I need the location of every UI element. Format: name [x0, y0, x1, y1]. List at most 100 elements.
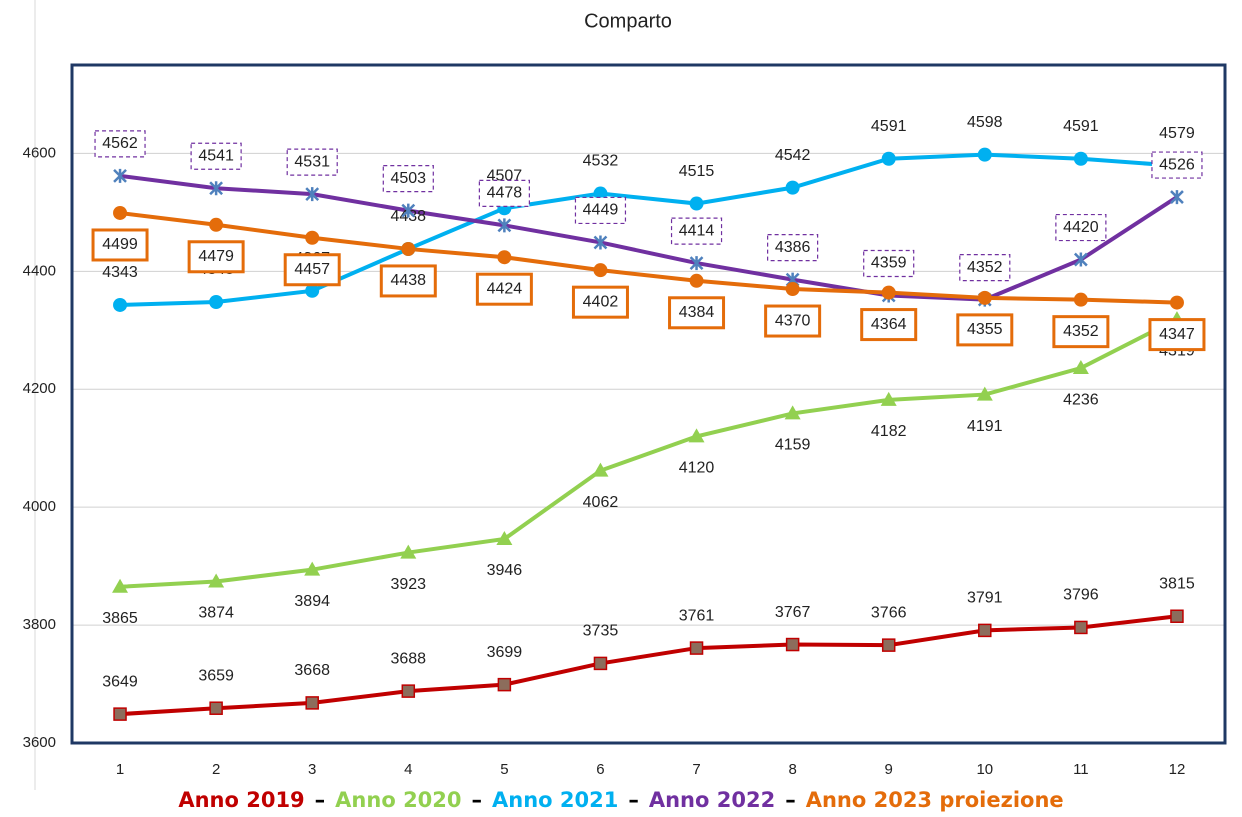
marker [881, 151, 896, 166]
legend-separator: – [785, 788, 796, 812]
data-label: 4364 [871, 316, 907, 333]
x-tick-label: 6 [596, 761, 604, 778]
marker [977, 290, 992, 305]
marker [688, 428, 705, 443]
x-tick-label: 2 [212, 761, 220, 778]
data-label: 4478 [487, 185, 523, 202]
x-tick-label: 1 [116, 761, 124, 778]
data-label: 4352 [967, 259, 1003, 276]
marker [785, 282, 800, 297]
data-label: 4515 [679, 163, 715, 180]
label-box [475, 272, 533, 306]
marker [497, 250, 512, 265]
label-box [1055, 213, 1107, 242]
data-label: 4438 [390, 272, 426, 289]
marker [593, 235, 608, 250]
data-label: 4191 [967, 418, 1003, 435]
marker [400, 544, 417, 559]
label-box [668, 296, 726, 330]
marker [113, 205, 128, 220]
data-label: 3688 [390, 650, 426, 667]
label-box [478, 179, 530, 207]
label-box [863, 249, 915, 278]
marker [497, 218, 512, 233]
marker [881, 638, 896, 652]
label-box [959, 254, 1011, 282]
x-tick-label: 5 [500, 761, 508, 778]
label-box [571, 285, 629, 319]
marker [1169, 295, 1184, 310]
label-box [956, 313, 1014, 347]
series-line [119, 210, 1178, 305]
label-box [1148, 318, 1206, 352]
data-label: 3923 [390, 576, 426, 593]
legend-separator: – [471, 788, 483, 812]
data-label: 4424 [487, 280, 523, 297]
series-line [119, 173, 1179, 302]
data-label: 3894 [294, 593, 330, 610]
marker [592, 462, 609, 477]
data-label: 4352 [1063, 323, 1099, 340]
data-label: 3767 [775, 604, 811, 621]
marker [1073, 151, 1088, 166]
data-label: 3649 [102, 673, 138, 690]
data-label: 4359 [871, 255, 907, 272]
data-label: 3735 [583, 623, 619, 640]
data-label: 3668 [294, 662, 330, 679]
label-box [1052, 315, 1110, 349]
data-label: 3761 [679, 607, 715, 624]
marker [209, 181, 224, 196]
label-box [670, 217, 723, 245]
marker [305, 230, 320, 245]
data-label: 4370 [775, 312, 811, 329]
data-label: 4343 [102, 264, 138, 281]
data-label: 4347 [1159, 326, 1195, 343]
legend-separator: – [628, 788, 639, 812]
legend-entry: Anno 2022 [648, 788, 776, 812]
marker [593, 656, 608, 671]
data-label: 3699 [487, 644, 523, 661]
series-line [119, 614, 1178, 717]
data-label: 3874 [198, 605, 234, 622]
data-label: 3946 [487, 562, 523, 579]
marker [976, 386, 993, 401]
label-box [379, 264, 437, 298]
data-label: 4562 [102, 135, 138, 152]
label-box [286, 148, 338, 176]
data-label: 4182 [871, 423, 907, 440]
marker [208, 573, 225, 588]
data-label: 4541 [198, 147, 234, 164]
marker [305, 187, 320, 202]
marker [1073, 292, 1088, 307]
data-label: 4420 [1063, 219, 1099, 236]
x-tick-label: 3 [308, 761, 316, 778]
legend-entry: Anno 2023 proiezione [805, 788, 1064, 812]
label-box [1151, 151, 1203, 179]
label-box [190, 142, 242, 170]
marker [978, 623, 992, 638]
plot-border [70, 63, 1227, 745]
data-label: 4591 [871, 118, 907, 135]
y-tick-label: 3600 [23, 734, 56, 751]
marker [1170, 609, 1184, 623]
data-label: 4355 [967, 321, 1003, 338]
marker [785, 180, 800, 195]
legend-entry: Anno 2020 [335, 788, 462, 812]
data-label: 3865 [102, 610, 138, 627]
marker [401, 684, 416, 698]
marker [689, 256, 704, 271]
data-label: 3791 [967, 590, 1003, 607]
data-label: 4402 [583, 293, 619, 310]
label-box [382, 165, 434, 193]
marker [785, 637, 800, 652]
data-label: 4236 [1063, 391, 1099, 408]
data-label: 4598 [967, 114, 1003, 131]
marker [977, 147, 992, 162]
x-tick-label: 11 [1073, 761, 1089, 778]
label-box [574, 196, 627, 225]
data-label: 3815 [1159, 575, 1195, 592]
marker [689, 273, 704, 288]
marker [881, 285, 896, 300]
label-box [91, 228, 149, 262]
